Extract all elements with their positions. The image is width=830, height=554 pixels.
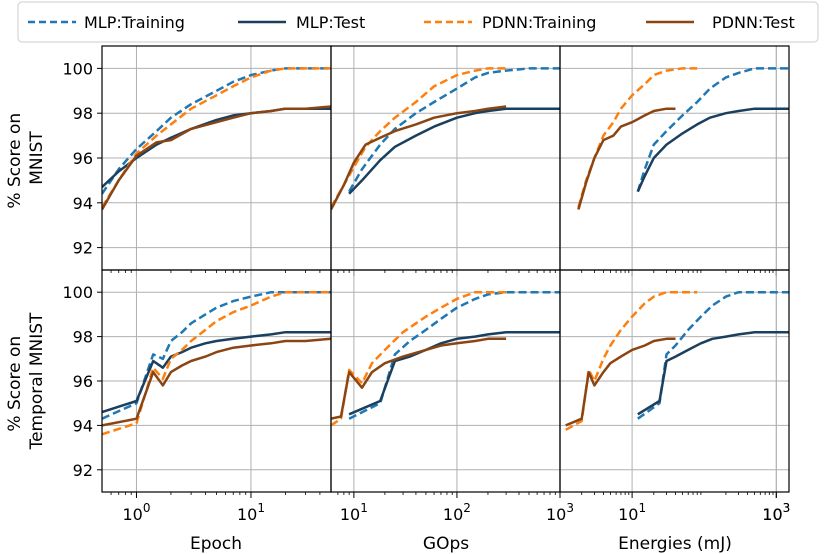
series-mlp-test-line xyxy=(637,330,789,416)
series-pdnn-training-line xyxy=(102,67,331,208)
x-tick-label: 101 xyxy=(618,501,646,524)
y-axis-title-row-1: % Score on Temporal MNIST xyxy=(5,312,47,450)
series-pdnn-test-line xyxy=(102,337,331,427)
series-mlp-training-line xyxy=(102,67,331,195)
x-tick-label: 103 xyxy=(546,501,574,524)
y-tick-label: 92 xyxy=(73,239,93,258)
series-pdnn-training-line xyxy=(565,290,698,431)
legend: MLP:Training MLP:Test PDNN:Training PDNN… xyxy=(17,1,819,43)
series-pdnn-test-line xyxy=(331,337,507,420)
y-axis-title-row-0: % Score on MNIST xyxy=(5,107,47,208)
y-tick-label: 100 xyxy=(62,283,93,302)
panel-r0c1 xyxy=(330,45,561,276)
y-axis-title-row-1-line-2: Temporal MNIST xyxy=(27,312,47,450)
y-tick-label: 100 xyxy=(62,59,93,78)
series-group xyxy=(331,67,560,211)
panel-r0c2 xyxy=(559,45,790,276)
legend-label-mlp-test: MLP:Test xyxy=(296,13,365,32)
series-pdnn-training-line xyxy=(102,290,331,436)
y-tick-label: 96 xyxy=(73,372,93,391)
legend-label-pdnn-training: PDNN:Training xyxy=(482,13,596,32)
series-mlp-test-line xyxy=(102,330,331,414)
x-tick-label: 102 xyxy=(443,501,471,524)
y-tick-label: 94 xyxy=(73,416,93,435)
series-pdnn-test-line xyxy=(102,105,331,211)
x-tick-label: 101 xyxy=(237,501,265,524)
series-mlp-training-line xyxy=(636,67,789,192)
x-axis-title-gops: GOps xyxy=(423,534,469,554)
series-pdnn-test-line xyxy=(331,105,507,211)
y-tick-label: 94 xyxy=(73,194,93,213)
series-group xyxy=(577,67,789,210)
panel-frame xyxy=(559,269,790,493)
x-axis-title-energies: Energies (mJ) xyxy=(618,534,732,554)
panel-r1c0: 92 94 96 98 100 100 101 xyxy=(62,269,332,524)
legend-label-pdnn-test: PDNN:Test xyxy=(712,13,795,32)
series-mlp-test-line xyxy=(348,330,560,416)
series-group xyxy=(102,67,331,211)
y-axis-title-row-1-line-1: % Score on xyxy=(5,336,25,432)
series-group xyxy=(565,290,789,431)
x-axis-title-epoch: Epoch xyxy=(190,534,242,554)
x-tick-label: 103 xyxy=(762,501,790,524)
panel-r1c1: 101 102 103 xyxy=(330,269,574,524)
series-pdnn-test-line xyxy=(565,337,676,427)
y-tick-label: 96 xyxy=(73,149,93,168)
y-tick-label: 92 xyxy=(73,461,93,480)
y-axis-title-row-0-line-1: % Score on xyxy=(5,113,25,209)
legend-frame xyxy=(17,1,819,43)
x-tick-label: 103 xyxy=(762,501,790,524)
y-tick-label: 98 xyxy=(73,104,93,123)
series-pdnn-training-line xyxy=(331,290,507,427)
series-mlp-training-line xyxy=(102,290,331,420)
panel-r0c0: 92 94 96 98 100 xyxy=(62,45,332,276)
series-mlp-training-line xyxy=(348,67,560,193)
series-group xyxy=(102,290,331,436)
series-mlp-training-line xyxy=(348,290,560,420)
legend-label-mlp-training: MLP:Training xyxy=(84,13,185,32)
y-tick-label: 98 xyxy=(73,328,93,347)
x-tick-label: 100 xyxy=(122,501,150,524)
series-mlp-test-line xyxy=(348,107,560,195)
series-pdnn-test-line xyxy=(577,107,676,210)
series-group xyxy=(331,290,560,427)
x-tick-label: 101 xyxy=(340,501,368,524)
series-pdnn-training-line xyxy=(577,67,698,208)
series-pdnn-training-line xyxy=(331,67,507,208)
y-axis-title-row-0-line-2: MNIST xyxy=(27,131,47,185)
panels: 92 94 96 98 100 92 94 96 98 100 100 101 101 102 103 103… xyxy=(62,45,790,524)
series-mlp-test-line xyxy=(636,107,789,193)
